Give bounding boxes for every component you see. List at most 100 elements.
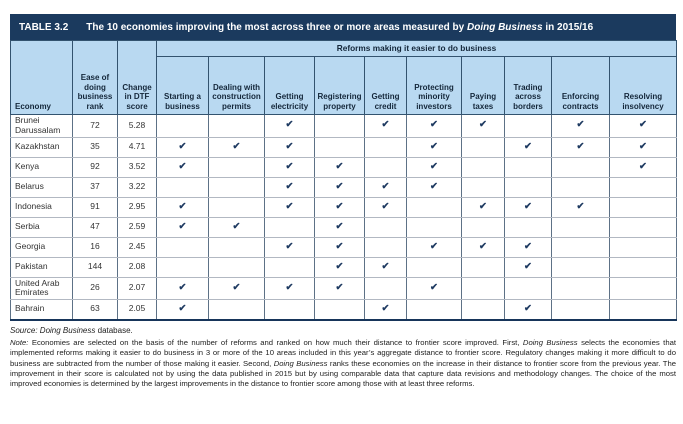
reform-cell-getting-electricity: ✔	[264, 236, 315, 258]
source-line: Source: Doing Business database.	[10, 326, 676, 335]
reform-cell-dealing-with-construction-permits	[208, 299, 265, 321]
table-title-bar: TABLE 3.2 The 10 economies improving the…	[10, 14, 676, 40]
reform-cell-getting-credit: ✔	[364, 299, 407, 321]
dtf-change-cell: 2.59	[117, 216, 157, 238]
check-icon: ✔	[524, 302, 532, 314]
column-header-change-in-dtf-score: Change in DTF score	[117, 40, 157, 115]
ease-rank-cell: 91	[72, 196, 118, 218]
reform-cell-protecting-minority-investors: ✔	[406, 176, 462, 198]
column-header-getting-electricity: Getting electricity	[264, 56, 315, 115]
reform-cell-paying-taxes	[461, 156, 505, 178]
reform-cell-dealing-with-construction-permits	[208, 114, 265, 138]
reform-cell-paying-taxes	[461, 299, 505, 321]
reform-cell-starting-a-business	[156, 256, 209, 278]
table-row-brunei-darussalam: Brunei Darussalam 72 5.28 ✔ ✔ ✔ ✔ ✔ ✔	[10, 114, 677, 138]
check-icon: ✔	[524, 240, 532, 252]
text-segment: ranks these economies on the increase in…	[10, 358, 676, 389]
table-row-georgia: Georgia 16 2.45 ✔ ✔ ✔ ✔ ✔	[10, 236, 677, 258]
check-icon: ✔	[335, 220, 344, 232]
text-segment: Doing Business	[39, 325, 96, 335]
check-icon: ✔	[178, 160, 187, 172]
table-row-bahrain: Bahrain 63 2.05 ✔ ✔ ✔	[10, 299, 677, 321]
economy-cell: Indonesia	[10, 196, 73, 218]
reform-cell-registering-property: ✔	[314, 156, 365, 178]
reform-cell-enforcing-contracts: ✔	[551, 136, 610, 158]
reform-cell-protecting-minority-investors: ✔	[406, 136, 462, 158]
reform-cell-trading-across-borders: ✔	[504, 136, 552, 158]
reform-cell-enforcing-contracts	[551, 216, 610, 238]
reform-cell-dealing-with-construction-permits	[208, 236, 265, 258]
ease-rank-cell: 35	[72, 136, 118, 158]
reform-cell-starting-a-business: ✔	[156, 276, 209, 301]
reform-cell-trading-across-borders	[504, 216, 552, 238]
table-row-kenya: Kenya 92 3.52 ✔ ✔ ✔ ✔ ✔	[10, 156, 677, 178]
text-segment: selects the economies that implemented r…	[10, 337, 676, 368]
reform-cell-starting-a-business: ✔	[156, 136, 209, 158]
dtf-change-cell: 3.22	[117, 176, 157, 198]
reform-cell-registering-property: ✔	[314, 256, 365, 278]
table-row-belarus: Belarus 37 3.22 ✔ ✔ ✔ ✔	[10, 176, 677, 198]
reform-cell-trading-across-borders	[504, 114, 552, 138]
reform-cell-getting-credit	[364, 236, 407, 258]
table-number-label: TABLE 3.2	[19, 21, 69, 33]
check-icon: ✔	[232, 220, 241, 232]
text-segment: in 2015/16	[542, 21, 594, 33]
ease-rank-cell: 92	[72, 156, 118, 178]
economy-cell: Kazakhstan	[10, 136, 73, 158]
reform-cell-starting-a-business: ✔	[156, 156, 209, 178]
reform-cell-protecting-minority-investors	[406, 299, 462, 321]
reform-cell-registering-property: ✔	[314, 216, 365, 238]
check-icon: ✔	[576, 200, 585, 212]
reform-cell-getting-electricity: ✔	[264, 156, 315, 178]
reform-cell-getting-credit	[364, 136, 407, 158]
check-icon: ✔	[576, 119, 585, 131]
reform-cell-getting-electricity: ✔	[264, 196, 315, 218]
reform-cell-trading-across-borders: ✔	[504, 236, 552, 258]
reform-cell-getting-electricity	[264, 256, 315, 278]
economy-cell: Kenya	[10, 156, 73, 178]
reform-cell-paying-taxes	[461, 276, 505, 301]
economy-cell: Belarus	[10, 176, 73, 198]
check-icon: ✔	[430, 180, 438, 192]
check-icon: ✔	[381, 180, 390, 192]
check-icon: ✔	[381, 260, 390, 272]
dtf-change-cell: 2.05	[117, 299, 157, 321]
check-icon: ✔	[335, 160, 344, 172]
check-icon: ✔	[178, 281, 187, 293]
dtf-change-cell: 2.08	[117, 256, 157, 278]
reform-cell-trading-across-borders: ✔	[504, 299, 552, 321]
column-header-resolving-insolvency: Resolving insolvency	[609, 56, 677, 115]
reform-cell-paying-taxes	[461, 256, 505, 278]
ease-rank-cell: 72	[72, 114, 118, 138]
reform-cell-registering-property: ✔	[314, 236, 365, 258]
check-icon: ✔	[381, 119, 390, 131]
economies-reforms-table: Economy Ease of doing business rank Chan…	[10, 40, 677, 321]
reform-cell-paying-taxes: ✔	[461, 114, 505, 138]
reform-cell-getting-credit	[364, 276, 407, 301]
check-icon: ✔	[285, 281, 294, 293]
check-icon: ✔	[639, 119, 647, 131]
reform-cell-protecting-minority-investors: ✔	[406, 156, 462, 178]
check-icon: ✔	[576, 140, 585, 152]
column-header-economy: Economy	[10, 40, 73, 115]
reform-cell-registering-property	[314, 299, 365, 321]
check-icon: ✔	[430, 140, 438, 152]
reform-cell-trading-across-borders	[504, 276, 552, 301]
ease-rank-cell: 37	[72, 176, 118, 198]
reform-cell-protecting-minority-investors	[406, 216, 462, 238]
reform-cell-paying-taxes	[461, 216, 505, 238]
reform-cell-getting-electricity: ✔	[264, 114, 315, 138]
reforms-group-header: Reforms making it easier to do business	[156, 40, 677, 57]
column-header-registering-property: Registering property	[314, 56, 365, 115]
reform-cell-protecting-minority-investors: ✔	[406, 114, 462, 138]
check-icon: ✔	[178, 200, 187, 212]
reform-cell-paying-taxes: ✔	[461, 236, 505, 258]
check-icon: ✔	[285, 240, 294, 252]
check-icon: ✔	[430, 119, 438, 131]
economy-cell: Georgia	[10, 236, 73, 258]
reform-cell-starting-a-business	[156, 114, 209, 138]
check-icon: ✔	[285, 119, 294, 131]
column-header-getting-credit: Getting credit	[364, 56, 407, 115]
check-icon: ✔	[335, 240, 344, 252]
